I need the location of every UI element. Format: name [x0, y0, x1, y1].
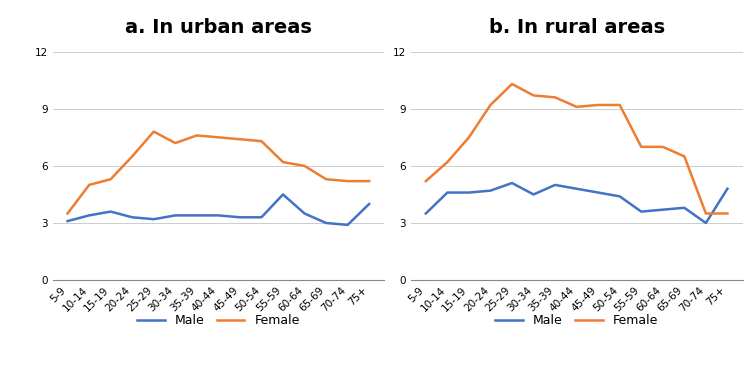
Female	[236, 137, 244, 141]
Female	[508, 82, 517, 86]
Female	[486, 103, 495, 107]
Male	[422, 211, 430, 216]
Female	[701, 211, 710, 216]
Female	[464, 135, 473, 139]
Male	[529, 192, 538, 197]
Male	[443, 190, 452, 195]
Male	[550, 183, 560, 187]
Female	[300, 164, 309, 168]
Female	[149, 129, 158, 134]
Male	[723, 186, 732, 191]
Text: a. In urban areas: a. In urban areas	[125, 18, 312, 37]
Female	[106, 177, 116, 182]
Female	[278, 160, 287, 164]
Female	[192, 133, 201, 138]
Female	[214, 135, 223, 139]
Line: Male: Male	[68, 194, 369, 225]
Male	[192, 213, 201, 218]
Male	[508, 181, 517, 185]
Female	[85, 183, 94, 187]
Male	[171, 213, 180, 218]
Male	[128, 215, 136, 220]
Female	[364, 179, 374, 183]
Male	[343, 223, 352, 227]
Female	[529, 93, 538, 98]
Male	[701, 221, 710, 225]
Male	[257, 215, 266, 220]
Female	[550, 95, 560, 100]
Male	[594, 190, 603, 195]
Male	[464, 190, 473, 195]
Female	[257, 139, 266, 143]
Male	[278, 192, 287, 197]
Female	[63, 211, 72, 216]
Line: Female: Female	[426, 84, 728, 214]
Female	[443, 160, 452, 164]
Male	[106, 209, 116, 214]
Female	[723, 211, 732, 216]
Legend: Male, Female: Male, Female	[490, 309, 663, 332]
Female	[171, 141, 180, 145]
Female	[615, 103, 624, 107]
Female	[343, 179, 352, 183]
Legend: Male, Female: Male, Female	[132, 309, 304, 332]
Male	[214, 213, 223, 218]
Male	[85, 213, 94, 218]
Female	[680, 154, 688, 159]
Male	[615, 194, 624, 199]
Male	[63, 219, 72, 223]
Female	[594, 103, 603, 107]
Male	[637, 209, 646, 214]
Female	[637, 145, 646, 149]
Female	[322, 177, 331, 182]
Male	[322, 221, 331, 225]
Female	[658, 145, 668, 149]
Male	[572, 186, 581, 191]
Female	[128, 154, 136, 159]
Line: Female: Female	[68, 132, 369, 214]
Female	[572, 105, 581, 109]
Male	[236, 215, 244, 220]
Female	[422, 179, 430, 183]
Line: Male: Male	[426, 183, 728, 223]
Male	[149, 217, 158, 221]
Text: b. In rural areas: b. In rural areas	[488, 18, 664, 37]
Male	[364, 202, 374, 206]
Male	[680, 206, 688, 210]
Male	[300, 211, 309, 216]
Male	[486, 188, 495, 193]
Male	[658, 208, 668, 212]
